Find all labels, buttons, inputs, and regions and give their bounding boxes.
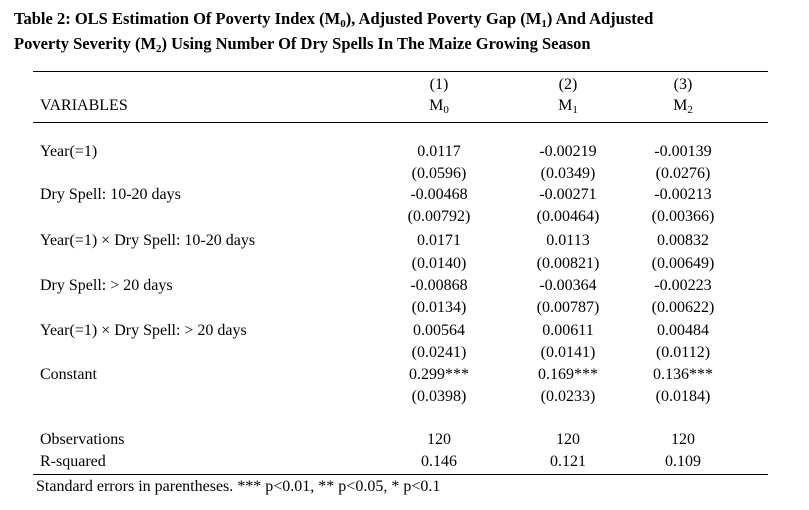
coefficient-cell: 0.0113 — [546, 232, 590, 249]
title-text: Poverty Severity (M — [14, 34, 157, 53]
std-error-cell: (0.00821) — [536, 255, 600, 272]
model-subscript: 2 — [687, 104, 693, 116]
std-error-cell: (0.0112) — [655, 344, 711, 361]
stat-value: 120 — [427, 431, 451, 448]
column-number-2: (2) — [558, 76, 578, 93]
title-text: Table 2: OLS Estimation Of Poverty Index… — [14, 9, 341, 28]
title-text: ) And Adjusted — [546, 9, 654, 28]
coefficient-cell: -0.00213 — [654, 186, 712, 203]
model-symbol: M — [558, 97, 573, 114]
model-subscript: 0 — [443, 104, 449, 116]
std-error-cell: (0.00366) — [651, 208, 715, 225]
stat-value: 0.121 — [550, 453, 586, 470]
coefficient-cell: -0.00139 — [654, 143, 712, 160]
coefficient-cell: 0.00564 — [413, 322, 465, 339]
coefficient-cell: 0.0171 — [417, 232, 461, 249]
title-subscript: 0 — [340, 18, 346, 30]
variables-header: VARIABLES — [40, 97, 128, 114]
title-text: ), Adjusted Poverty Gap (M — [345, 9, 542, 28]
std-error-cell: (0.00622) — [651, 299, 715, 316]
model-symbol: M — [673, 97, 688, 114]
table-note: Standard errors in parentheses. *** p<0.… — [36, 478, 441, 495]
header-rule — [33, 122, 768, 123]
title-line-2: Poverty Severity (M2) Using Number Of Dr… — [14, 31, 804, 56]
variable-label: Dry Spell: > 20 days — [40, 277, 173, 294]
bottom-rule — [33, 474, 768, 475]
column-number-3: (3) — [673, 76, 693, 93]
std-error-cell: (0.00464) — [536, 208, 600, 225]
column-model-1: M0 — [384, 96, 494, 116]
coefficient-cell: -0.00468 — [410, 186, 468, 203]
coefficient-cell: -0.00219 — [539, 143, 597, 160]
stat-value: 0.146 — [421, 453, 457, 470]
title-subscript: 1 — [541, 18, 547, 30]
title-text: ) Using Number Of Dry Spells In The Maiz… — [161, 34, 591, 53]
variable-label: Constant — [40, 366, 97, 383]
std-error-cell: (0.0184) — [655, 388, 711, 405]
coefficient-cell: 0.0117 — [417, 143, 461, 160]
std-error-cell: (0.0276) — [655, 165, 711, 182]
stat-value: 0.109 — [665, 453, 701, 470]
std-error-cell: (0.0134) — [411, 299, 467, 316]
column-number-1: (1) — [429, 76, 449, 93]
std-error-cell: (0.0241) — [411, 344, 467, 361]
std-error-cell: (0.00792) — [407, 208, 471, 225]
coefficient-cell: -0.00223 — [654, 277, 712, 294]
coefficient-cell: -0.00271 — [539, 186, 597, 203]
model-symbol: M — [429, 97, 444, 114]
column-model-3: M2 — [628, 96, 738, 116]
top-rule — [33, 71, 768, 72]
stat-value: 120 — [556, 431, 580, 448]
coefficient-cell: 0.00484 — [657, 322, 709, 339]
coefficient-cell: 0.00611 — [542, 322, 594, 339]
column-model-2: M1 — [513, 96, 623, 116]
std-error-cell: (0.0398) — [411, 388, 467, 405]
std-error-cell: (0.0349) — [540, 165, 596, 182]
std-error-cell: (0.0596) — [411, 165, 467, 182]
std-error-cell: (0.00787) — [536, 299, 600, 316]
title-line-1: Table 2: OLS Estimation Of Poverty Index… — [14, 6, 804, 31]
stat-label: Observations — [40, 431, 125, 448]
coefficient-cell: -0.00868 — [410, 277, 468, 294]
coefficient-cell: -0.00364 — [539, 277, 597, 294]
std-error-cell: (0.0233) — [540, 388, 596, 405]
stat-label: R-squared — [40, 453, 106, 470]
stat-value: 120 — [671, 431, 695, 448]
variable-label: Dry Spell: 10-20 days — [40, 186, 181, 203]
coefficient-cell: 0.136*** — [653, 366, 713, 383]
std-error-cell: (0.0141) — [540, 344, 596, 361]
coefficient-cell: 0.00832 — [657, 232, 709, 249]
std-error-cell: (0.00649) — [651, 255, 715, 272]
title-subscript: 2 — [156, 43, 162, 55]
model-subscript: 1 — [572, 104, 578, 116]
variable-label: Year(=1) × Dry Spell: > 20 days — [40, 322, 247, 339]
std-error-cell: (0.0140) — [411, 255, 467, 272]
coefficient-cell: 0.299*** — [409, 366, 469, 383]
table-title: Table 2: OLS Estimation Of Poverty Index… — [14, 6, 804, 56]
variable-label: Year(=1) × Dry Spell: 10-20 days — [40, 232, 256, 249]
coefficient-cell: 0.169*** — [538, 366, 598, 383]
variable-label: Year(=1) — [40, 143, 98, 160]
